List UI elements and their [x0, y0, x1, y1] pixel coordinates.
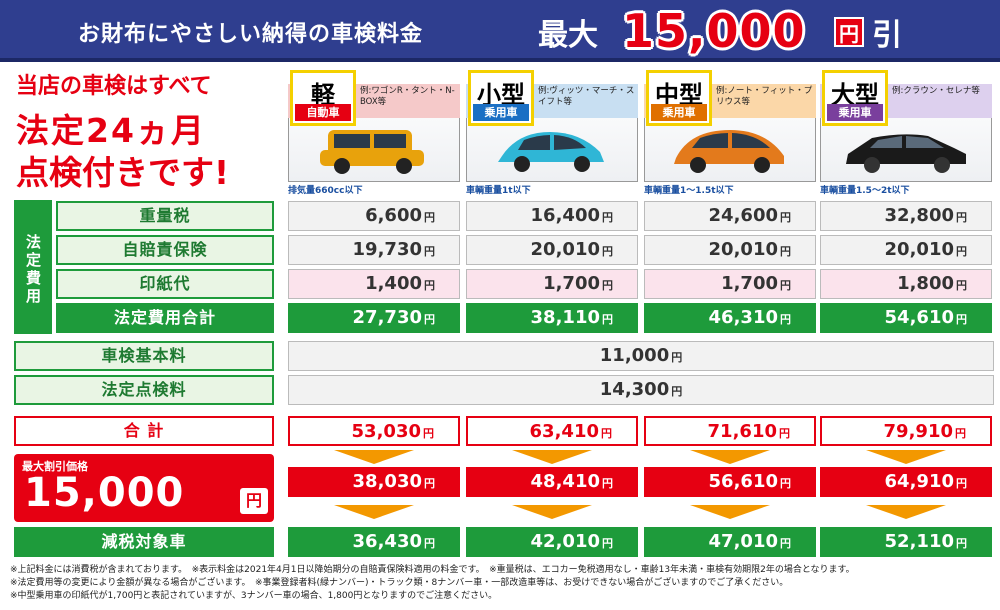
down-arrow-icon	[512, 450, 592, 464]
cell-inspection-fee: 14,300 円	[288, 375, 994, 405]
car-weight: 排気量660cc以下	[288, 186, 363, 196]
footnotes: ※上記料金には消費税が含まれております。 ※表示料金は2021年4月1日以降始期…	[10, 564, 995, 603]
car-class-badge: 中型 乗用車	[646, 70, 712, 126]
car-card-small: 小型 乗用車 例:ヴィッツ・マーチ・スイフト等 車輌重量1t以下	[466, 70, 638, 196]
headline-line1: 当店の車検はすべて	[16, 74, 212, 99]
car-icon	[674, 130, 784, 173]
header-title: お財布にやさしい納得の車検料金	[78, 22, 424, 47]
cell-total: 71,610 円	[644, 416, 816, 446]
cell-discounted: 64,910 円	[820, 467, 992, 497]
down-arrow-icon	[334, 505, 414, 519]
row-label-insurance: 自賠責保険	[56, 235, 274, 265]
car-type: 乗用車	[473, 104, 529, 121]
row-label-basic-fee: 車検基本料	[14, 341, 274, 371]
row-label-total: 合 計	[14, 416, 274, 446]
car-weight: 車輌重量1.5〜2t以下	[820, 186, 910, 196]
header-max-label: 最大	[538, 18, 598, 53]
footnote: ※中型乗用車の印紙代が1,700円と表記されていますが、3ナンバー車の場合、1,…	[10, 591, 498, 601]
cell-total: 79,910 円	[820, 416, 992, 446]
down-arrow-icon	[512, 505, 592, 519]
row-label-tax-reduced: 減税対象車	[14, 527, 274, 557]
down-arrow-icon	[690, 450, 770, 464]
header-discount: 引	[872, 18, 902, 53]
cell-legal-total: 46,310 円	[644, 303, 816, 333]
cell-discounted: 38,030 円	[288, 467, 460, 497]
car-card-large: 大型 乗用車 例:クラウン・セレナ等 車輌重量1.5〜2t以下	[820, 70, 992, 196]
cell-total: 63,410 円	[466, 416, 638, 446]
car-icon	[846, 134, 966, 173]
car-icon	[320, 130, 424, 174]
car-class-badge: 小型 乗用車	[468, 70, 534, 126]
footnote: ※法定費用等の変更により金額が異なる場合がございます。 ※事業登録者料(緑ナンバ…	[10, 578, 789, 588]
car-card-mid: 中型 乗用車 例:ノート・フィット・プリウス等 車輌重量1〜1.5t以下	[644, 70, 816, 196]
car-example: 例:クラウン・セレナ等	[892, 86, 980, 96]
car-weight: 車輌重量1〜1.5t以下	[644, 186, 734, 196]
row-label-legal-total: 法定費用合計	[56, 303, 274, 333]
cell-insurance: 20,010 円	[820, 235, 992, 265]
max-discount-label: 最大割引価格	[22, 460, 88, 473]
car-icon	[498, 132, 604, 172]
cell-discounted: 56,610 円	[644, 467, 816, 497]
cell-insurance: 20,010 円	[466, 235, 638, 265]
row-label-weight-tax: 重量税	[56, 201, 274, 231]
legal-fees-side-label: 法定費用	[14, 200, 52, 334]
down-arrow-icon	[866, 505, 946, 519]
car-example: 例:ワゴンR・タント・N-BOX等	[360, 86, 455, 107]
cell-legal-total: 27,730 円	[288, 303, 460, 333]
car-type: 自動車	[295, 104, 351, 121]
max-discount-amount: 15,000	[24, 470, 185, 516]
down-arrow-icon	[334, 450, 414, 464]
car-class-badge: 軽 自動車	[290, 70, 356, 126]
headline-line2: 法定24ヵ月	[16, 111, 206, 150]
cell-legal-total: 54,610 円	[820, 303, 992, 333]
cell-weight-tax: 32,800 円	[820, 201, 992, 231]
max-discount-box: 最大割引価格 15,000 円	[14, 454, 274, 522]
cell-basic-fee: 11,000 円	[288, 341, 994, 371]
cell-total: 53,030 円	[288, 416, 460, 446]
cell-stamp: 1,700 円	[466, 269, 638, 299]
cell-insurance: 20,010 円	[644, 235, 816, 265]
cell-stamp: 1,800 円	[820, 269, 992, 299]
header-amount: 15,000	[622, 4, 806, 58]
car-type: 乗用車	[651, 104, 707, 121]
down-arrow-icon	[690, 505, 770, 519]
cell-insurance: 19,730 円	[288, 235, 460, 265]
cell-weight-tax: 16,400 円	[466, 201, 638, 231]
row-label-inspection-fee: 法定点検料	[14, 375, 274, 405]
cell-legal-total: 38,110 円	[466, 303, 638, 333]
header-banner: お財布にやさしい納得の車検料金 最大 15,000 円 引	[0, 0, 1000, 62]
header-yen: 円	[834, 17, 864, 47]
cell-stamp: 1,700 円	[644, 269, 816, 299]
down-arrow-icon	[866, 450, 946, 464]
car-class-badge: 大型 乗用車	[822, 70, 888, 126]
cell-stamp: 1,400 円	[288, 269, 460, 299]
row-label-stamp: 印紙代	[56, 269, 274, 299]
cell-weight-tax: 24,600 円	[644, 201, 816, 231]
cell-weight-tax: 6,600 円	[288, 201, 460, 231]
headline-line3: 点検付きです!	[16, 153, 230, 192]
cell-tax-reduced: 47,010 円	[644, 527, 816, 557]
footnote: ※上記料金には消費税が含まれております。 ※表示料金は2021年4月1日以降始期…	[10, 565, 855, 575]
cell-tax-reduced: 36,430 円	[288, 527, 460, 557]
cell-discounted: 48,410 円	[466, 467, 638, 497]
car-type: 乗用車	[827, 104, 883, 121]
cell-tax-reduced: 42,010 円	[466, 527, 638, 557]
car-card-kei: 軽 自動車 例:ワゴンR・タント・N-BOX等 排気量660cc以下	[288, 70, 460, 196]
car-example: 例:ヴィッツ・マーチ・スイフト等	[538, 86, 635, 107]
cell-tax-reduced: 52,110 円	[820, 527, 992, 557]
car-weight: 車輌重量1t以下	[466, 186, 531, 196]
car-example: 例:ノート・フィット・プリウス等	[716, 86, 813, 107]
max-discount-yen: 円	[240, 488, 268, 514]
